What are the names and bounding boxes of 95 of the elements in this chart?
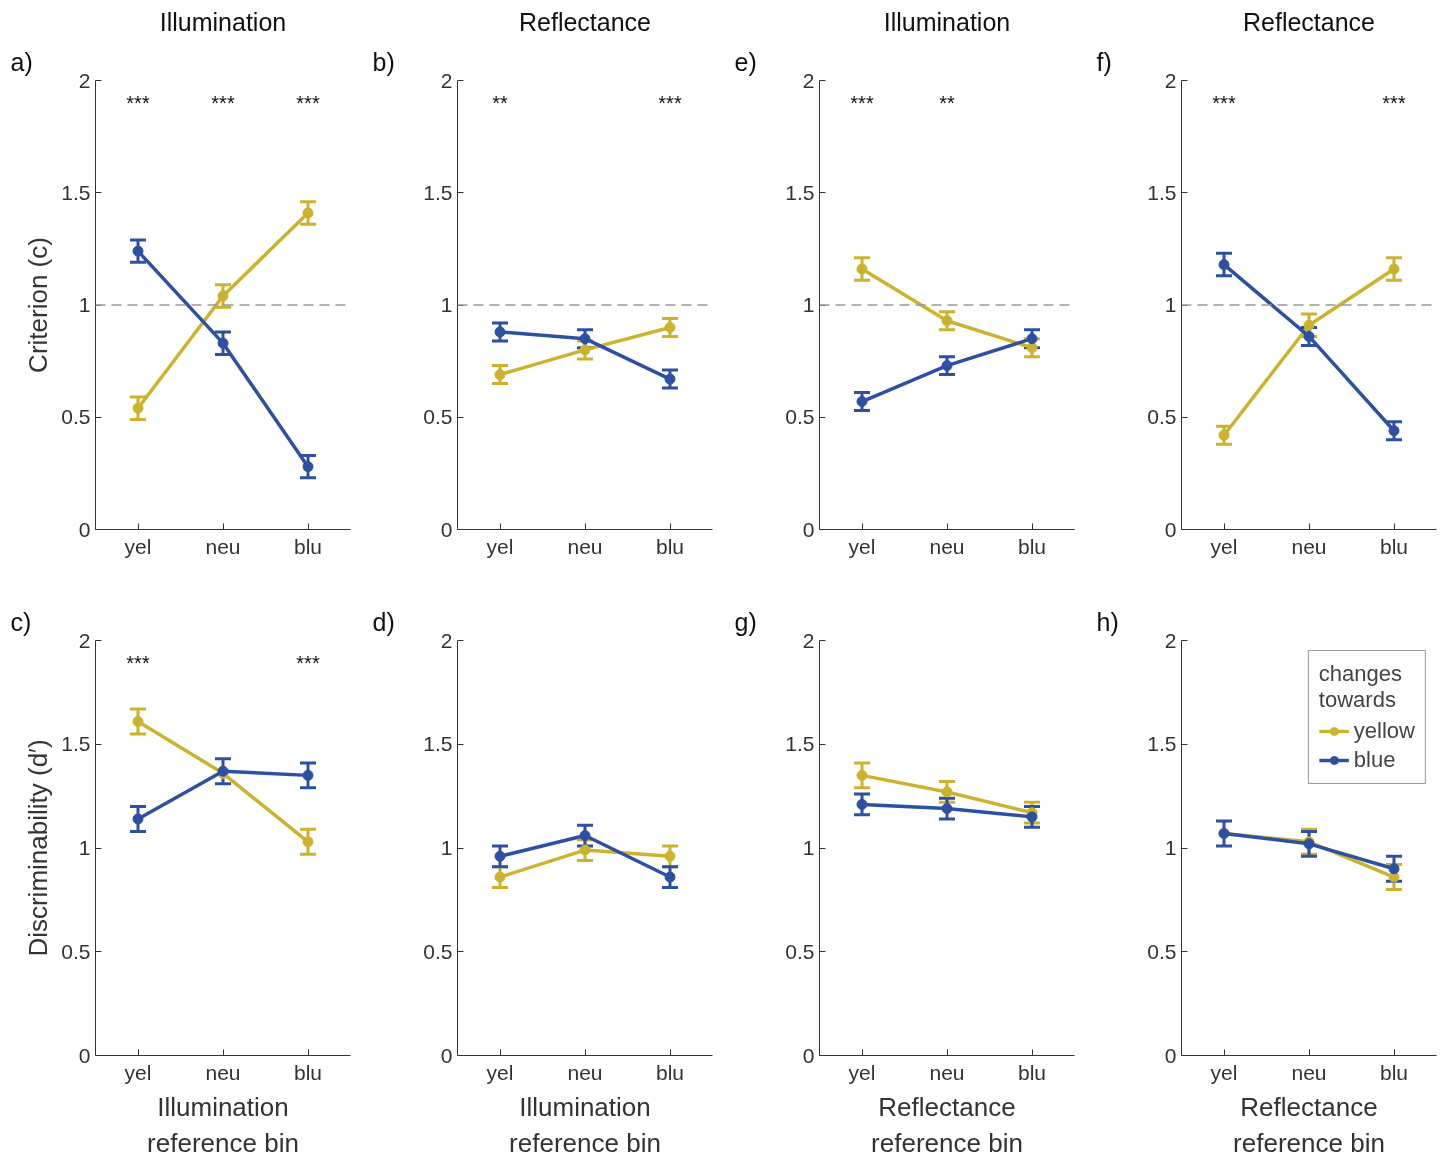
annotation: *** (296, 91, 320, 114)
text: g) (734, 607, 757, 636)
y-tick-label: 0 (78, 1043, 91, 1067)
y-tick-label: 2 (78, 628, 91, 652)
x-tick-label: yel (848, 1060, 876, 1084)
text: c) (10, 607, 32, 636)
y-tick-label: 0 (440, 517, 453, 541)
x-axis-title: Illumination reference bin (509, 1091, 661, 1158)
y-tick-label: 1 (802, 836, 815, 859)
chart-title: Illumination (883, 7, 1011, 36)
y-tick-label: 0 (440, 1043, 453, 1067)
x-tick-label: blu (1379, 1060, 1409, 1084)
y-axis-title: Criterion (c) (23, 237, 54, 373)
x-tick-label: blu (1017, 534, 1047, 558)
y-tick-label: 1.5 (785, 732, 815, 756)
x-tick-label: blu (1017, 1060, 1047, 1084)
y-tick-label: 0.5 (423, 939, 453, 963)
y-tick-label: 1 (78, 293, 91, 316)
text: b) (372, 47, 395, 76)
x-tick-label: blu (655, 534, 685, 558)
y-tick-label: 0.5 (61, 405, 91, 429)
chart-title: Reflectance (1242, 7, 1376, 36)
x-tick-label: neu (205, 534, 241, 558)
y-tick-label: 1 (440, 293, 453, 316)
annotation: ** (492, 91, 508, 114)
y-tick-label: 0 (1164, 1043, 1177, 1067)
y-tick-label: 2 (1164, 68, 1177, 92)
x-tick-label: blu (293, 1060, 323, 1084)
y-tick-label: 0.5 (61, 939, 91, 963)
y-tick-label: 1 (1164, 293, 1177, 316)
y-tick-label: 0 (802, 1043, 815, 1067)
x-tick-label: yel (486, 534, 514, 558)
annotation: *** (658, 91, 682, 114)
legend-label: blue (1353, 747, 1396, 773)
text: a) (10, 47, 33, 76)
y-tick-label: 1.5 (1147, 732, 1177, 756)
y-tick-label: 1 (1164, 836, 1177, 859)
y-tick-label: 0.5 (785, 939, 815, 963)
x-tick-label: yel (486, 1060, 514, 1084)
x-tick-label: yel (124, 534, 152, 558)
annotation: ** (939, 91, 955, 114)
x-tick-label: neu (1291, 534, 1327, 558)
x-axis-title: Illumination reference bin (147, 1091, 299, 1158)
chart-title: Reflectance (518, 7, 652, 36)
text: e) (734, 47, 757, 76)
y-tick-label: 0.5 (785, 405, 815, 429)
text: f) (1096, 47, 1112, 76)
annotation: *** (1212, 91, 1236, 114)
y-tick-label: 1 (78, 836, 91, 859)
chart-title: Illumination (159, 7, 287, 36)
x-tick-label: yel (124, 1060, 152, 1084)
x-tick-label: neu (1291, 1060, 1327, 1084)
y-tick-label: 0.5 (1147, 405, 1177, 429)
y-tick-label: 1.5 (61, 180, 91, 204)
annotation: *** (126, 91, 150, 114)
annotation: *** (126, 651, 150, 674)
x-tick-label: neu (567, 534, 603, 558)
x-tick-label: yel (1210, 534, 1238, 558)
y-tick-label: 1.5 (423, 180, 453, 204)
x-tick-label: yel (848, 534, 876, 558)
annotation: *** (296, 651, 320, 674)
y-tick-label: 0 (1164, 517, 1177, 541)
x-tick-label: neu (929, 1060, 965, 1084)
x-tick-label: blu (1379, 534, 1409, 558)
y-tick-label: 2 (78, 68, 91, 92)
y-tick-label: 1.5 (785, 180, 815, 204)
y-tick-label: 1.5 (61, 732, 91, 756)
x-tick-label: blu (293, 534, 323, 558)
legend-label: yellow (1353, 718, 1415, 744)
x-tick-label: neu (929, 534, 965, 558)
y-tick-label: 1 (440, 836, 453, 859)
text: h) (1096, 607, 1119, 636)
x-tick-label: yel (1210, 1060, 1238, 1084)
y-tick-label: 2 (440, 68, 453, 92)
y-tick-label: 0.5 (1147, 939, 1177, 963)
annotation: *** (850, 91, 874, 114)
y-tick-label: 1 (802, 293, 815, 316)
y-tick-label: 1.5 (1147, 180, 1177, 204)
y-tick-label: 0.5 (423, 405, 453, 429)
x-tick-label: blu (655, 1060, 685, 1084)
y-tick-label: 2 (802, 628, 815, 652)
text: d) (372, 607, 395, 636)
y-tick-label: 1.5 (423, 732, 453, 756)
annotation: *** (211, 91, 235, 114)
x-axis-title: Reflectance reference bin (1233, 1091, 1385, 1158)
y-tick-label: 2 (1164, 628, 1177, 652)
x-tick-label: neu (567, 1060, 603, 1084)
y-tick-label: 0 (78, 517, 91, 541)
y-axis-title: Discriminability (d′) (23, 739, 54, 957)
y-tick-label: 2 (802, 68, 815, 92)
y-tick-label: 2 (440, 628, 453, 652)
x-tick-label: neu (205, 1060, 241, 1084)
annotation: *** (1382, 91, 1406, 114)
x-axis-title: Reflectance reference bin (871, 1091, 1023, 1158)
y-tick-label: 0 (802, 517, 815, 541)
